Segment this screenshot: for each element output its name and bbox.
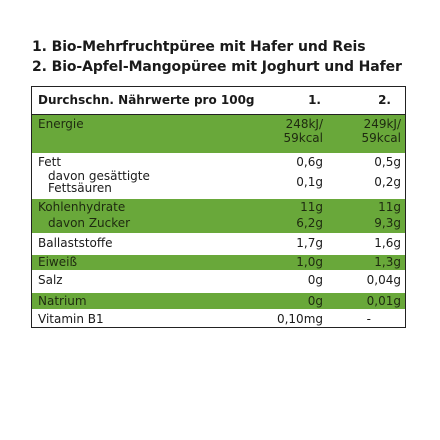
- energie-col-1a: 248kJ/: [285, 117, 323, 131]
- header-label: Durchschn. Nährwerte pro 100g: [38, 93, 255, 107]
- ballaststoffe-label: Ballaststoffe: [38, 236, 113, 250]
- row-eiweiss: Eiweiß 1,0g 1,3g: [32, 255, 405, 270]
- header-col-2: 2.: [378, 93, 391, 107]
- vitamin-col-1: 0,10mg: [276, 312, 323, 326]
- kohlenhydrate-col-2: 11g: [378, 200, 401, 214]
- product-title-1: 1. Bio-Mehrfruchtpüree mit Hafer und Rei…: [32, 39, 366, 55]
- kohlenhydrate-label: Kohlenhydrate: [38, 200, 126, 214]
- row-salz: Salz 0g 0,04g: [32, 270, 405, 292]
- vitamin-label: Vitamin B1: [38, 312, 104, 326]
- energie-col-2b: 59kcal: [361, 131, 401, 145]
- zucker-col-2: 9,3g: [374, 216, 401, 230]
- ballaststoffe-col-1: 1,7g: [296, 236, 323, 250]
- row-gesaettigte-fettsaeuren: davon gesättigte Fettsäuren 0,1g 0,2g: [32, 169, 405, 197]
- natrium-col-1: 0g: [307, 294, 323, 308]
- gesaettigt-label-a: davon gesättigte: [48, 169, 150, 183]
- row-kohlenhydrate: Kohlenhydrate 11g 11g davon Zucker 6,2g …: [32, 199, 405, 233]
- table-header-row: Durchschn. Nährwerte pro 100g 1. 2.: [32, 87, 405, 115]
- zucker-col-1: 6,2g: [296, 216, 323, 230]
- eiweiss-col-2: 1,3g: [374, 255, 401, 269]
- fett-label: Fett: [38, 155, 62, 169]
- salz-col-2: 0,04g: [366, 273, 401, 287]
- row-vitamin-b1: Vitamin B1 0,10mg -: [32, 310, 405, 327]
- gesaettigt-col-1: 0,1g: [296, 175, 323, 189]
- salz-col-1: 0g: [307, 273, 323, 287]
- eiweiss-col-1: 1,0g: [296, 255, 323, 269]
- ballaststoffe-col-2: 1,6g: [374, 236, 401, 250]
- gesaettigt-label-b: Fettsäuren: [48, 181, 112, 195]
- energie-col-2a: 249kJ/: [363, 117, 401, 131]
- energie-label: Energie: [38, 117, 84, 131]
- row-natrium: Natrium 0g 0,01g: [32, 293, 405, 309]
- natrium-col-2: 0,01g: [366, 294, 401, 308]
- row-ballaststoffe: Ballaststoffe 1,7g 1,6g: [32, 233, 405, 253]
- natrium-label: Natrium: [38, 294, 87, 308]
- energie-col-1b: 59kcal: [283, 131, 323, 145]
- product-title-2: 2. Bio-Apfel-Mangopüree mit Joghurt und …: [32, 59, 402, 75]
- row-energie: Energie 248kJ/ 59kcal 249kJ/ 59kcal: [32, 115, 405, 153]
- nutrition-table: Durchschn. Nährwerte pro 100g 1. 2. Ener…: [31, 86, 406, 328]
- fett-col-2: 0,5g: [374, 155, 401, 169]
- salz-label: Salz: [38, 273, 63, 287]
- vitamin-col-2: -: [366, 312, 371, 326]
- fett-col-1: 0,6g: [296, 155, 323, 169]
- kohlenhydrate-col-1: 11g: [300, 200, 323, 214]
- zucker-label: davon Zucker: [48, 216, 131, 230]
- product-titles: 1. Bio-Mehrfruchtpüree mit Hafer und Rei…: [32, 37, 402, 77]
- header-col-1: 1.: [308, 93, 321, 107]
- row-fett: Fett 0,6g 0,5g: [32, 153, 405, 169]
- gesaettigt-col-2: 0,2g: [374, 175, 401, 189]
- eiweiss-label: Eiweiß: [38, 255, 78, 269]
